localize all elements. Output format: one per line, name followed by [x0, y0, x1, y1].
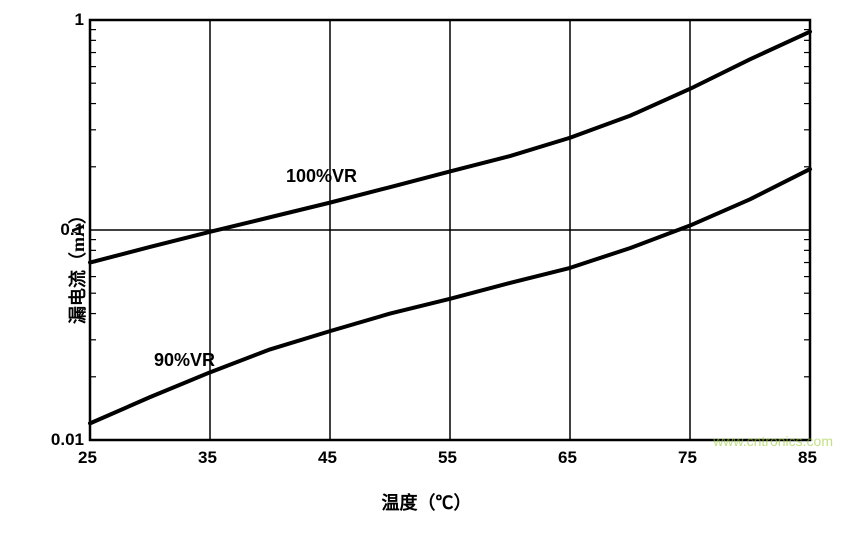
x-tick-label: 85: [798, 448, 817, 468]
chart-svg: [0, 0, 853, 529]
chart-container: 漏电流（mA） 温度（℃） 253545556575850.010.11 100…: [0, 0, 853, 529]
x-axis-label: 温度（℃）: [382, 489, 472, 515]
series-label: 90%VR: [154, 350, 215, 371]
x-tick-label: 35: [198, 448, 217, 468]
x-tick-label: 55: [438, 448, 457, 468]
x-tick-label: 45: [318, 448, 337, 468]
x-tick-label: 25: [78, 448, 97, 468]
watermark: www.cntronics.com: [713, 433, 833, 449]
series-label: 100%VR: [286, 166, 357, 187]
y-tick-label: 0.1: [60, 220, 84, 240]
y-tick-label: 0.01: [51, 430, 84, 450]
y-tick-label: 1: [75, 10, 84, 30]
x-tick-label: 65: [558, 448, 577, 468]
x-tick-label: 75: [678, 448, 697, 468]
